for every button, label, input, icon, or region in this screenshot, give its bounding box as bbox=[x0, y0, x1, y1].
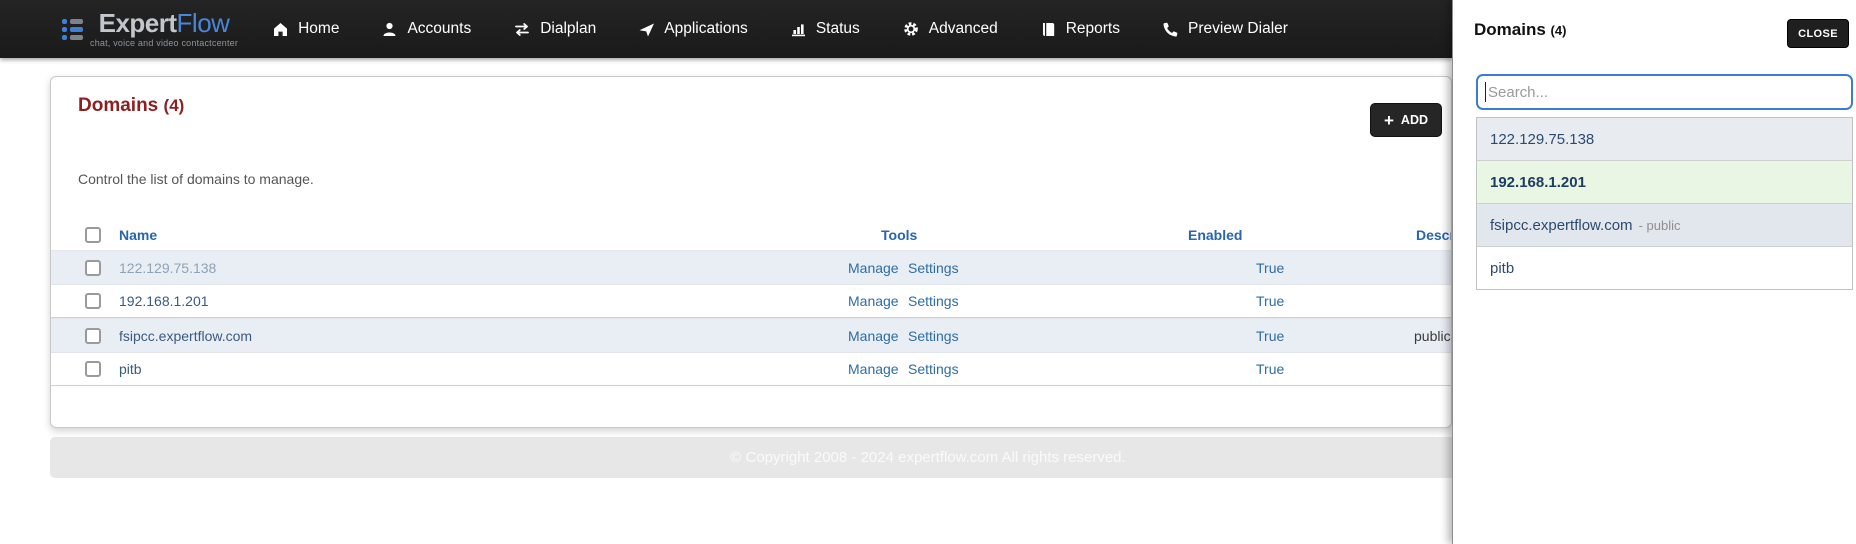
domain-name-link[interactable]: fsipcc.expertflow.com bbox=[119, 327, 253, 344]
nav-item-preview-dialer[interactable]: Preview Dialer bbox=[1162, 20, 1288, 38]
description-value: public bbox=[1414, 327, 1451, 344]
nav-item-accounts[interactable]: Accounts bbox=[381, 20, 471, 38]
domain-name-link[interactable]: pitb bbox=[119, 361, 142, 377]
column-header-enabled[interactable]: Enabled bbox=[1188, 226, 1243, 243]
search-wrap bbox=[1476, 74, 1853, 110]
column-header-description[interactable]: Description bbox=[1416, 226, 1452, 243]
nav-item-label: Advanced bbox=[928, 20, 998, 37]
column-header-tools[interactable]: Tools bbox=[881, 226, 918, 243]
domains-card: Domains (4) + ADD Control the list of do… bbox=[50, 76, 1452, 428]
brand-tagline: chat, voice and video contactcenter bbox=[90, 38, 239, 48]
nav-item-dialplan[interactable]: Dialplan bbox=[513, 20, 596, 38]
paper-plane-icon bbox=[638, 21, 655, 38]
manage-link[interactable]: Manage bbox=[848, 259, 899, 276]
domain-name-link[interactable]: 122.129.75.138 bbox=[119, 259, 217, 276]
table-header-row: Name Tools Enabled Description bbox=[51, 219, 1452, 250]
add-button[interactable]: + ADD bbox=[1370, 103, 1442, 137]
domain-picker-panel: Domains (4) CLOSE 122.129.75.138 192.168… bbox=[1452, 0, 1856, 544]
nav-item-status[interactable]: Status bbox=[790, 20, 860, 38]
brand-logo[interactable]: ExpertFlow chat, voice and video contact… bbox=[62, 10, 238, 48]
manage-link[interactable]: Manage bbox=[848, 293, 899, 309]
domain-item-label: 192.168.1.201 bbox=[1490, 173, 1586, 191]
brand-icon bbox=[62, 18, 83, 40]
nav-item-label: Status bbox=[815, 20, 860, 37]
domain-item-label: fsipcc.expertflow.com bbox=[1490, 216, 1633, 234]
nav-item-label: Applications bbox=[664, 20, 748, 37]
domain-item-label: pitb bbox=[1490, 259, 1515, 277]
brand-name-secondary: Flow bbox=[176, 8, 230, 38]
page-title-count: (4) bbox=[163, 96, 185, 115]
brand-name-primary: Expert bbox=[98, 8, 177, 38]
settings-link[interactable]: Settings bbox=[908, 259, 959, 276]
domain-item-suffix: - public bbox=[1638, 217, 1681, 233]
enabled-value[interactable]: True bbox=[1256, 361, 1285, 377]
settings-link[interactable]: Settings bbox=[908, 293, 959, 309]
manage-link[interactable]: Manage bbox=[848, 327, 899, 344]
nav-item-home[interactable]: Home bbox=[272, 20, 339, 38]
enabled-value[interactable]: True bbox=[1256, 259, 1285, 276]
row-checkbox[interactable] bbox=[85, 293, 101, 309]
copyright-text: © Copyright 2008 - 2024 expertflow.com A… bbox=[730, 449, 1126, 466]
top-navbar: ExpertFlow chat, voice and video contact… bbox=[0, 0, 1452, 58]
phone-icon bbox=[1162, 21, 1179, 38]
user-icon bbox=[381, 21, 398, 38]
nav-item-label: Accounts bbox=[407, 20, 472, 37]
panel-count: (4) bbox=[1550, 23, 1567, 38]
domain-item-label: 122.129.75.138 bbox=[1490, 130, 1595, 148]
bar-chart-icon bbox=[790, 21, 807, 38]
manage-link[interactable]: Manage bbox=[848, 361, 899, 377]
settings-link[interactable]: Settings bbox=[908, 361, 959, 377]
row-checkbox[interactable] bbox=[85, 327, 101, 344]
nav-item-applications[interactable]: Applications bbox=[638, 20, 748, 38]
page-subtitle: Control the list of domains to manage. bbox=[78, 171, 314, 187]
nav-item-reports[interactable]: Reports bbox=[1040, 20, 1120, 38]
table-row: pitb Manage Settings True bbox=[51, 352, 1451, 386]
table-row: fsipcc.expertflow.com Manage Settings Tr… bbox=[51, 318, 1451, 352]
close-button[interactable]: CLOSE bbox=[1787, 19, 1849, 48]
home-icon bbox=[272, 21, 289, 38]
column-header-name[interactable]: Name bbox=[119, 226, 158, 243]
table-row: 192.168.1.201 Manage Settings True bbox=[51, 284, 1451, 318]
row-checkbox[interactable] bbox=[85, 259, 101, 276]
enabled-value[interactable]: True bbox=[1256, 293, 1285, 309]
domain-name-link[interactable]: 192.168.1.201 bbox=[119, 293, 209, 309]
book-icon bbox=[1040, 21, 1057, 38]
nav-menu: Home Accounts Dialplan Applications Stat… bbox=[272, 20, 1288, 38]
swap-arrows-icon bbox=[513, 21, 531, 38]
nav-item-label: Home bbox=[298, 20, 340, 37]
domain-list-item-current[interactable]: 192.168.1.201 bbox=[1477, 160, 1852, 203]
domain-list: 122.129.75.138 192.168.1.201 fsipcc.expe… bbox=[1476, 117, 1853, 290]
gear-icon bbox=[902, 20, 920, 38]
brand-text: ExpertFlow chat, voice and video contact… bbox=[90, 10, 238, 48]
select-all-checkbox[interactable] bbox=[85, 226, 101, 243]
text-caret bbox=[1485, 82, 1486, 102]
domain-list-item[interactable]: 122.129.75.138 bbox=[1477, 117, 1852, 160]
domain-list-item[interactable]: fsipcc.expertflow.com - public bbox=[1477, 203, 1852, 246]
nav-item-label: Preview Dialer bbox=[1188, 20, 1288, 37]
table-row: 122.129.75.138 Manage Settings True bbox=[51, 250, 1451, 284]
nav-item-label: Reports bbox=[1065, 20, 1120, 37]
row-checkbox[interactable] bbox=[85, 361, 101, 377]
plus-icon: + bbox=[1383, 110, 1394, 130]
settings-link[interactable]: Settings bbox=[908, 327, 959, 344]
nav-item-label: Dialplan bbox=[540, 20, 597, 37]
enabled-value[interactable]: True bbox=[1256, 327, 1285, 344]
domain-search-input[interactable] bbox=[1476, 74, 1853, 110]
domain-list-item[interactable]: pitb bbox=[1477, 246, 1852, 289]
panel-title: Domains (4) bbox=[1474, 20, 1567, 39]
page-title: Domains (4) bbox=[78, 95, 185, 116]
nav-item-advanced[interactable]: Advanced bbox=[902, 20, 998, 38]
